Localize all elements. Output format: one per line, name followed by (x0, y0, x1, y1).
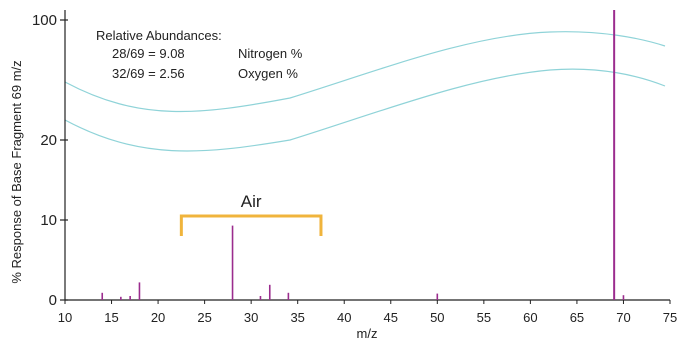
x-tick-label: 40 (337, 310, 351, 325)
nitrogen-label: Nitrogen % (238, 46, 303, 61)
x-tick-label: 30 (244, 310, 258, 325)
x-tick-label: 70 (616, 310, 630, 325)
y-tick-label: 100 (32, 12, 57, 29)
x-axis-label: m/z (357, 326, 378, 341)
x-tick-label: 20 (151, 310, 165, 325)
oxygen-label: Oxygen % (238, 66, 298, 81)
y-tick-label: 0 (49, 292, 57, 309)
y-tick-label: 10 (40, 212, 57, 229)
x-tick-label: 65 (570, 310, 584, 325)
axis-break-lower-line (64, 68, 666, 152)
x-tick-label: 15 (104, 310, 118, 325)
x-tick-label: 45 (384, 310, 398, 325)
oxygen-ratio: 32/69 = 2.56 (112, 66, 185, 81)
axis-break-upper-line (64, 31, 666, 113)
y-axis-ticks: 0 10 20 100 (32, 12, 68, 309)
air-bracket (179, 214, 323, 236)
y-axis-label: % Response of Base Fragment 69 m/z (9, 60, 24, 283)
x-axis-ticks: 10 15 20 25 30 35 40 45 50 55 60 65 70 75 (58, 300, 677, 325)
x-tick-label: 25 (197, 310, 211, 325)
spectrum-bars (101, 10, 625, 300)
y-tick-label: 20 (40, 132, 57, 149)
x-tick-label: 60 (523, 310, 537, 325)
air-label: Air (241, 192, 262, 211)
relative-abundances-title: Relative Abundances: (96, 28, 222, 43)
x-tick-label: 10 (58, 310, 72, 325)
x-tick-label: 55 (477, 310, 491, 325)
nitrogen-ratio: 28/69 = 9.08 (112, 46, 185, 61)
x-tick-label: 75 (663, 310, 677, 325)
x-tick-label: 35 (290, 310, 304, 325)
x-tick-label: 50 (430, 310, 444, 325)
